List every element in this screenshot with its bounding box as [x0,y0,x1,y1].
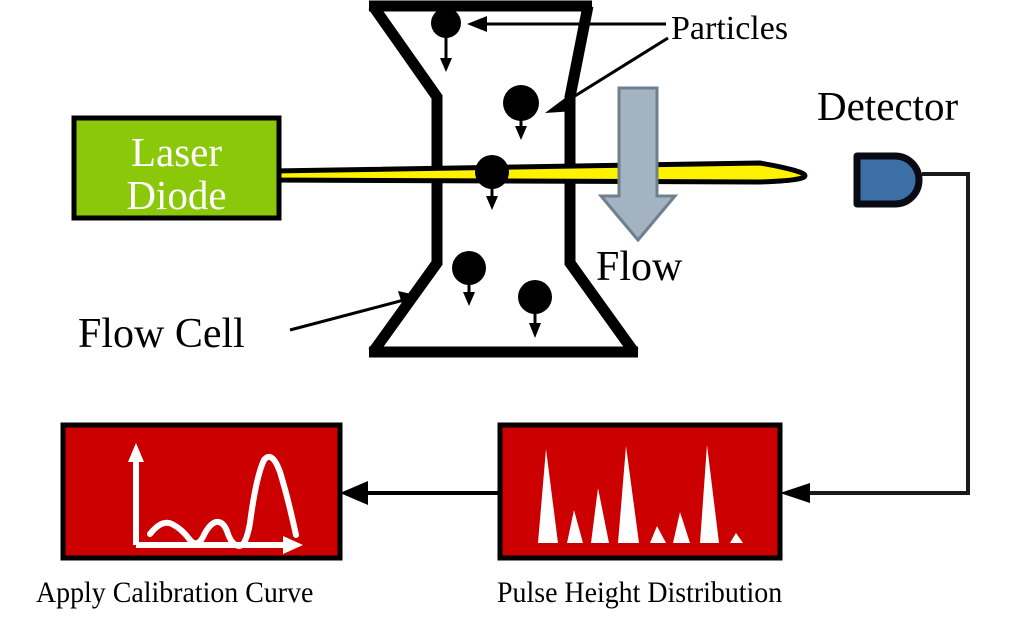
particle-group [431,8,552,338]
detector-shape[interactable] [853,152,923,208]
pulse-spikes [538,445,743,543]
particle [503,85,539,140]
signal-wire [780,172,970,503]
particle [431,8,461,72]
calibration-axes [128,443,303,554]
flow-label: Flow [596,244,683,290]
detector-label: Detector [817,83,959,129]
pulse-height-distribution-box[interactable] [497,422,783,561]
particles-label: Particles [671,10,789,47]
laser-diode-box[interactable] [71,115,282,221]
laser-beam [269,160,808,185]
calibration-curve-line [147,454,299,549]
pulse-to-calibration-arrow [340,481,498,505]
flow-cell-leader-line [289,291,420,332]
flow-direction-arrow [597,86,679,243]
particle [518,280,552,338]
flow-cell-label: Flow Cell [78,311,245,357]
pulse-height-distribution-caption: Pulse Height Distribution [497,576,783,609]
particles-leader-lines [467,16,669,113]
laser-diode-label: Laser Diode [75,129,278,219]
laser-diode-label-line1: Laser [130,129,223,175]
apply-calibration-curve-caption: Apply Calibration Curve [36,576,314,609]
particle [452,251,486,306]
particle [475,155,509,210]
apply-calibration-curve-box[interactable] [60,422,343,561]
laser-diode-label-line2: Diode [126,172,227,219]
